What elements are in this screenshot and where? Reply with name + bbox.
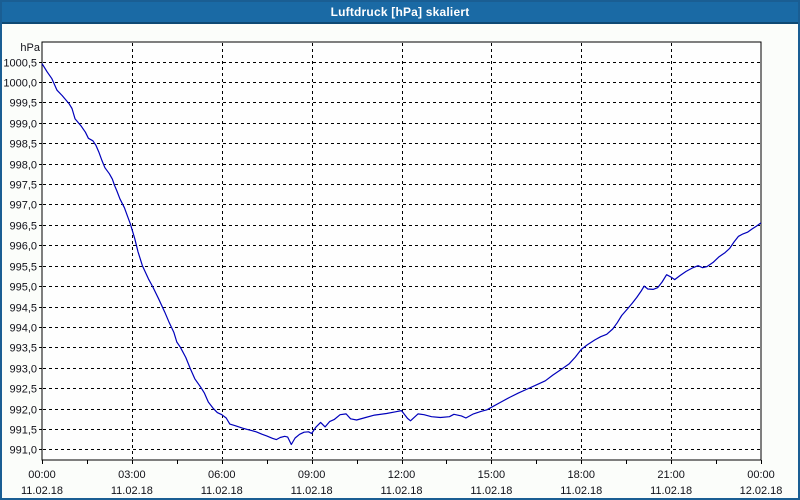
x-time-label: 15:00: [478, 469, 506, 481]
x-time-label: 00:00: [747, 469, 775, 481]
y-tick-label: 1000,0: [3, 78, 37, 90]
y-tick-label: 999,5: [9, 98, 37, 110]
title-bar: Luftdruck [hPa] skaliert: [2, 2, 798, 24]
x-time-label: 12:00: [388, 469, 416, 481]
x-date-label: 11.02.18: [650, 485, 692, 497]
y-tick-label: 999,0: [9, 119, 37, 131]
pressure-line: [41, 63, 762, 446]
y-tick-label: 991,0: [9, 445, 37, 457]
y-tick-label: 998,0: [9, 160, 37, 172]
x-time-label: 00:00: [28, 469, 56, 481]
y-tick-label: 996,0: [9, 241, 37, 253]
x-date-label: 11.02.18: [291, 485, 333, 497]
chart-region: hPa 1000,5 1000,0 999,5 999,0 998,5 998,0 997,…: [2, 24, 798, 498]
y-tick-label: 995,0: [9, 282, 37, 294]
y-tick-label: 994,5: [9, 303, 37, 315]
x-date-label: 11.02.18: [470, 485, 512, 497]
chart-title: Luftdruck [hPa] skaliert: [330, 5, 470, 19]
x-date-label: 11.02.18: [111, 485, 153, 497]
y-tick-label: 1000,5: [3, 58, 37, 70]
y-tick-label: 991,5: [9, 425, 37, 437]
y-tick-label: 998,5: [9, 139, 37, 151]
y-tick-label: 993,0: [9, 364, 37, 376]
x-time-label: 18:00: [567, 469, 595, 481]
pressure-chart: hPa 1000,5 1000,0 999,5 999,0 998,5 998,0 997,…: [3, 41, 783, 497]
y-axis-unit-label: hPa: [20, 42, 40, 54]
x-time-label: 09:00: [298, 469, 326, 481]
x-date-label: 11.02.18: [201, 485, 243, 497]
x-date-label: 11.02.18: [380, 485, 422, 497]
y-tick-label: 992,0: [9, 405, 37, 417]
y-tick-label: 996,5: [9, 221, 37, 233]
plot-border: [41, 41, 762, 461]
x-date-label: 11.02.18: [560, 485, 602, 497]
y-tick-label: 992,5: [9, 384, 37, 396]
x-time-label: 03:00: [118, 469, 146, 481]
y-tick-label: 997,0: [9, 200, 37, 212]
x-time-label: 06:00: [208, 469, 236, 481]
y-tick-label: 995,5: [9, 262, 37, 274]
x-date-label: 12.02.18: [740, 485, 783, 497]
x-time-label: 21:00: [657, 469, 685, 481]
y-tick-label: 993,5: [9, 343, 37, 355]
x-date-label: 11.02.18: [21, 485, 63, 497]
y-tick-label: 994,0: [9, 323, 37, 335]
y-tick-label: 997,5: [9, 180, 37, 192]
